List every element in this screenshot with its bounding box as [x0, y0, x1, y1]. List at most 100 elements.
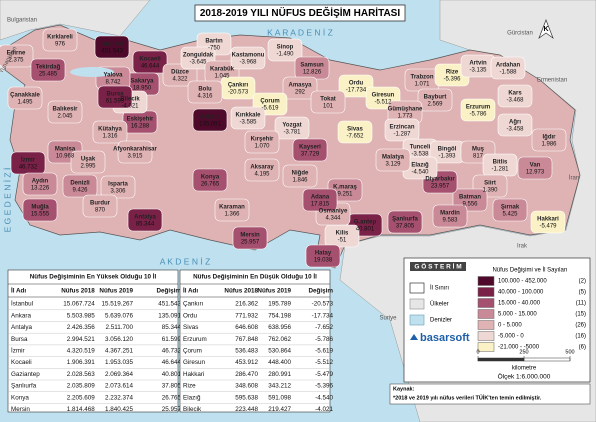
table-bg — [179, 269, 331, 413]
province-value: 9.583 — [442, 218, 458, 224]
province-value: 9.426 — [72, 188, 88, 194]
province-area — [192, 168, 228, 192]
province-value: 135.091 — [199, 122, 221, 128]
legend-item: Ülkeler — [430, 301, 449, 308]
table-cell: 1.953.035 — [105, 359, 134, 366]
province-name: Hakkari — [537, 217, 559, 223]
map-title: 2018-2019 YILI NÜFUS DEĞİŞİM HARİTASI — [200, 6, 400, 19]
province-value: -3.458 — [506, 127, 524, 133]
class-count: (11) — [576, 301, 586, 307]
province-name: Tokat — [320, 97, 336, 103]
province-value: -3.538 — [411, 152, 429, 158]
province-area — [384, 118, 420, 142]
table-cell: İstanbul — [11, 299, 33, 308]
province-value: 40.801 — [356, 227, 375, 233]
table-cell: 591.098 — [268, 394, 291, 401]
tables: Nüfus Değişiminin En Yüksek Olduğu 10 İl… — [7, 269, 333, 413]
province-name: Çorum — [260, 99, 279, 105]
province-area — [305, 244, 341, 268]
province-area — [338, 74, 374, 98]
province-name: Çanakkale — [10, 93, 40, 99]
province-area — [0, 44, 34, 68]
province-value: -3.585 — [239, 120, 257, 126]
title-box — [194, 4, 406, 22]
province-name: Şanlıurfa — [392, 217, 418, 223]
table-cell: Sivas — [183, 324, 198, 331]
class-label: 5.000 - 15.000 — [498, 312, 537, 318]
table-cell: 61.599 — [162, 336, 182, 343]
province-name: K.maraş — [333, 185, 357, 191]
province-name: Manisa — [55, 147, 76, 153]
table-header: Değişim — [157, 288, 182, 295]
province-area — [302, 188, 338, 212]
province-name: Erzincan — [389, 125, 414, 131]
province-name: Kocaeli — [139, 57, 161, 63]
province-value: 817 — [473, 154, 484, 160]
province-value: 1.986 — [541, 142, 557, 148]
province-name: Samsun — [300, 63, 324, 69]
table-cell: 46.644 — [162, 359, 182, 366]
province-value: 870 — [95, 208, 106, 214]
province-value: 1.773 — [397, 114, 413, 120]
province-name: Isparta — [108, 182, 128, 188]
logo-mark — [410, 334, 418, 340]
table-cell: İzmir — [11, 345, 25, 354]
legend: G Ö S T E R İ M İl Sınırı Ülkeler Denizler b… — [389, 257, 591, 405]
class-swatch — [477, 298, 495, 308]
class-label: -5.000 - 0 — [498, 334, 524, 340]
table-cell: 4.367.251 — [105, 347, 134, 354]
province-name: Denizli — [70, 181, 90, 187]
table-cell: Konya — [11, 394, 29, 401]
province-area — [310, 90, 346, 114]
table-cell: 4.320.519 — [67, 347, 96, 354]
province-value: 3.915 — [127, 154, 143, 160]
province-area — [22, 172, 58, 196]
province-name: Elazığ — [411, 163, 429, 169]
province-area — [492, 198, 528, 222]
province-value: -7.652 — [346, 134, 364, 140]
province-area — [162, 63, 198, 87]
class-swatch — [477, 309, 495, 319]
class-count: (16) — [575, 334, 586, 340]
source-bg — [389, 383, 591, 405]
province-value: 2.375 — [8, 58, 24, 64]
province-name: Hatay — [315, 251, 332, 257]
class-swatch — [477, 320, 495, 330]
legend-swatch — [409, 298, 425, 310]
province-name: Bayburt — [424, 95, 447, 101]
table-cell: -7.652 — [315, 324, 333, 331]
table-cell: 2.035.809 — [67, 383, 96, 390]
province-value: -20.573 — [228, 90, 249, 96]
table-cell: -5.619 — [315, 347, 333, 354]
class-swatch — [477, 331, 495, 341]
table-cell: 536.483 — [235, 347, 258, 354]
province-value: 10.968 — [56, 154, 75, 160]
class-swatch — [477, 276, 495, 286]
table-cell: 223.448 — [235, 406, 258, 413]
province-name: Afyonkarahisar — [113, 147, 157, 153]
province-value: 101 — [323, 104, 334, 110]
table-cell: Gaziantep — [11, 371, 40, 378]
province-value: 4.344 — [325, 216, 341, 222]
province-value: -3.781 — [283, 130, 301, 136]
province-area — [47, 100, 83, 124]
province-area — [97, 85, 133, 109]
table-cell: 762.062 — [268, 336, 291, 343]
compass-arrow — [538, 19, 554, 39]
province-name: Malatya — [382, 155, 405, 161]
province-value: 37.805 — [396, 224, 415, 230]
table-cell: 595.638 — [235, 394, 258, 401]
province-value: 9.251 — [337, 192, 353, 198]
table-cell: 348.608 — [235, 383, 258, 390]
province-name: Siirt — [484, 181, 496, 187]
province-name: Tunceli — [410, 145, 431, 151]
country-label: İran — [569, 175, 579, 182]
province-value: 26.765 — [201, 182, 220, 188]
table-cell: Bursa — [11, 336, 28, 343]
table-cell: 2.232.374 — [105, 394, 134, 401]
table-cell: 343.212 — [268, 383, 291, 390]
province-name: Bolu — [198, 87, 212, 93]
table-cell: 530.864 — [268, 347, 291, 354]
table-cell: 771.932 — [235, 312, 258, 319]
table-cell: Erzurum — [183, 336, 207, 343]
